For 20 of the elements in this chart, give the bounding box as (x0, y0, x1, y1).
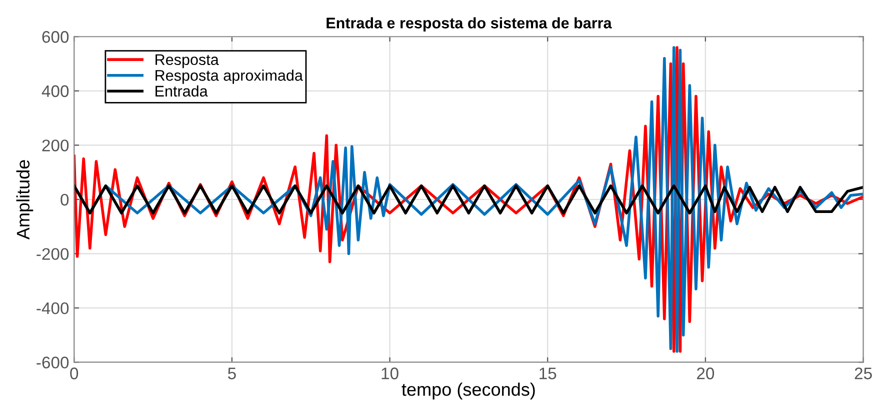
y-tick-label: -600 (36, 356, 69, 368)
y-axis-title: Amplitude (16, 160, 34, 240)
line-series (74, 184, 864, 214)
legend-label: Resposta (156, 54, 219, 68)
x-tick-label: 5 (228, 368, 236, 380)
y-tick-label: -200 (36, 248, 69, 260)
y-tick-label: 400 (42, 85, 69, 98)
x-tick-label: 20 (697, 368, 714, 380)
x-tick-label: 0 (70, 368, 78, 380)
x-tick-label: 25 (854, 368, 872, 380)
x-tick-label: 15 (540, 368, 556, 380)
x-tick-label: 10 (382, 368, 398, 380)
legend-label: Entrada (156, 85, 208, 97)
y-tick-label: 0 (60, 194, 69, 206)
y-tick-label: 200 (42, 140, 69, 152)
chart-title: Entrada e resposta do sistema de barra (326, 17, 612, 32)
y-tick-label: -400 (36, 302, 69, 314)
x-axis-title: tempo (seconds) (402, 382, 535, 400)
legend-label: Resposta aproximada (156, 70, 303, 84)
y-tick-label: 600 (42, 31, 69, 43)
